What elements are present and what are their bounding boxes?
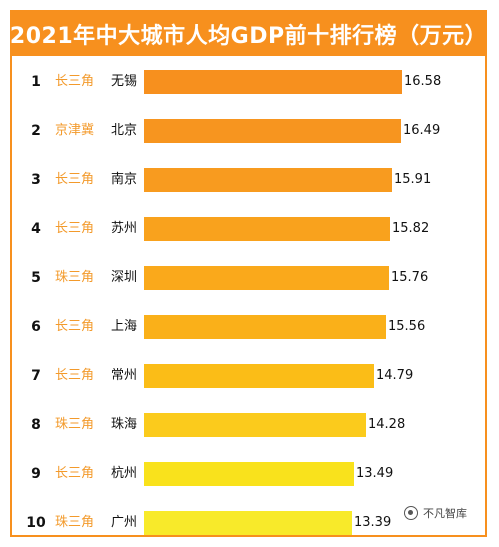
bar	[144, 217, 390, 241]
value-label: 13.39	[354, 515, 392, 530]
city-label: 南京	[111, 172, 138, 187]
city-label: 北京	[111, 123, 138, 138]
chart-title: 2021年中大城市人均GDP前十排行榜（万元）	[9, 24, 488, 49]
rank-label: 3	[31, 172, 41, 188]
rank-label: 8	[31, 417, 41, 433]
bar	[144, 511, 352, 535]
city-label: 上海	[111, 319, 138, 334]
bar-row: 4 长三角 苏州 15.82	[12, 217, 485, 241]
region-label: 长三角	[55, 319, 95, 334]
value-label: 14.28	[368, 417, 406, 432]
rank-label: 6	[31, 319, 41, 335]
bar-row: 10 珠三角 广州 13.39	[12, 511, 485, 535]
value-label: 16.49	[403, 123, 441, 138]
region-label: 京津冀	[55, 123, 95, 138]
bar	[144, 119, 401, 143]
bar	[144, 462, 354, 486]
value-label: 15.76	[391, 270, 429, 285]
rank-label: 2	[31, 123, 41, 139]
city-label: 杭州	[111, 466, 138, 481]
bar	[144, 168, 392, 192]
region-label: 长三角	[55, 74, 95, 89]
wechat-logo-icon	[404, 506, 418, 520]
bar	[144, 315, 386, 339]
bar	[144, 70, 402, 94]
city-label: 珠海	[111, 417, 138, 432]
city-label: 常州	[111, 368, 138, 383]
bar	[144, 413, 366, 437]
bar-row: 7 长三角 常州 14.79	[12, 364, 485, 388]
bar-chart: 1 长三角 无锡 16.58 2 京津冀 北京 16.49 3 长三角 南京 15.91 4 长三角 苏州 1…	[12, 56, 485, 535]
watermark: 不凡智库	[404, 505, 467, 521]
watermark-text: 不凡智库	[423, 507, 467, 520]
region-label: 长三角	[55, 221, 95, 236]
bar	[144, 266, 389, 290]
city-label: 无锡	[111, 74, 138, 89]
bar-row: 2 京津冀 北京 16.49	[12, 119, 485, 143]
rank-label: 4	[31, 221, 41, 237]
rank-label: 10	[26, 515, 46, 531]
bar-row: 3 长三角 南京 15.91	[12, 168, 485, 192]
value-label: 15.91	[394, 172, 432, 187]
rank-label: 9	[31, 466, 41, 482]
rank-label: 5	[31, 270, 41, 286]
region-label: 长三角	[55, 172, 95, 187]
city-label: 广州	[111, 515, 138, 530]
city-label: 深圳	[111, 270, 138, 285]
value-label: 13.49	[356, 466, 394, 481]
region-label: 珠三角	[55, 515, 95, 530]
bar-row: 6 长三角 上海 15.56	[12, 315, 485, 339]
chart-frame: 2021年中大城市人均GDP前十排行榜（万元） 1 长三角 无锡 16.58 2 京津冀 北…	[10, 10, 487, 537]
city-label: 苏州	[111, 221, 138, 236]
region-label: 长三角	[55, 466, 95, 481]
rank-label: 7	[31, 368, 41, 384]
region-label: 珠三角	[55, 417, 95, 432]
value-label: 15.56	[388, 319, 426, 334]
bar-row: 9 长三角 杭州 13.49	[12, 462, 485, 486]
bar	[144, 364, 374, 388]
value-label: 14.79	[376, 368, 414, 383]
title-bar: 2021年中大城市人均GDP前十排行榜（万元）	[9, 12, 488, 56]
bar-row: 1 长三角 无锡 16.58	[12, 70, 485, 94]
value-label: 15.82	[392, 221, 430, 236]
region-label: 珠三角	[55, 270, 95, 285]
value-label: 16.58	[404, 74, 442, 89]
rank-label: 1	[31, 74, 41, 90]
bar-row: 8 珠三角 珠海 14.28	[12, 413, 485, 437]
region-label: 长三角	[55, 368, 95, 383]
bar-row: 5 珠三角 深圳 15.76	[12, 266, 485, 290]
